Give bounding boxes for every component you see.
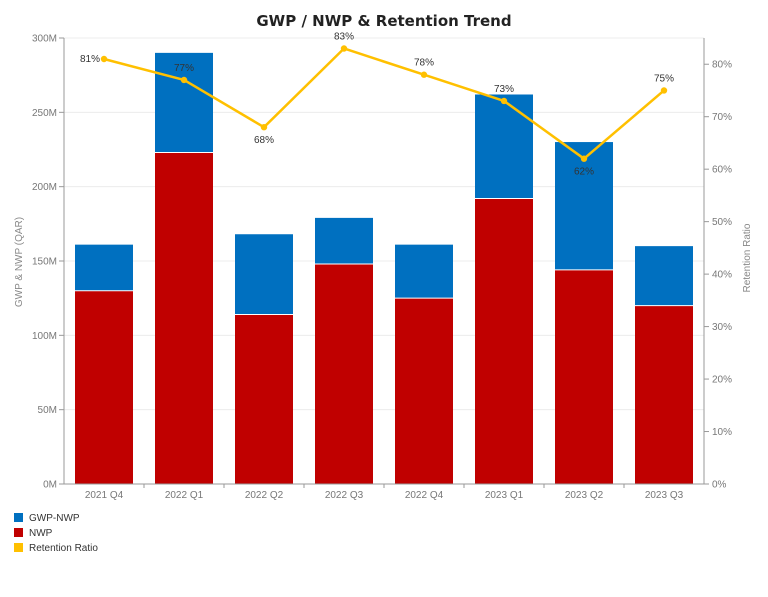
retention-data-label: 78%: [414, 58, 434, 69]
right-tick-label: 30%: [712, 322, 732, 333]
bar-gwp-nwp: [315, 217, 373, 264]
right-tick-label: 80%: [712, 60, 732, 71]
bar-gwp-nwp: [235, 234, 293, 315]
right-tick-label: 0%: [712, 480, 727, 491]
bar-gwp-nwp: [155, 52, 213, 153]
retention-data-label: 77%: [174, 63, 194, 74]
bar-gwp-nwp: [475, 94, 533, 199]
left-tick-label: 50M: [38, 405, 57, 416]
retention-data-label: 83%: [334, 31, 354, 42]
right-tick-label: 10%: [712, 427, 732, 438]
left-tick-label: 300M: [32, 34, 57, 45]
retention-data-label: 75%: [654, 73, 674, 84]
right-tick-label: 50%: [712, 217, 732, 228]
x-tick-label: 2022 Q2: [245, 490, 284, 501]
retention-point: [180, 76, 188, 84]
left-tick-label: 200M: [32, 182, 57, 193]
bar-nwp: [315, 263, 373, 484]
bar-series: [75, 52, 693, 484]
retention-point: [340, 45, 348, 52]
right-tick-label: 70%: [712, 112, 732, 123]
right-tick-label: 60%: [712, 165, 732, 176]
bar-nwp: [235, 314, 293, 484]
left-tick-label: 0M: [43, 480, 57, 491]
bar-nwp: [475, 198, 533, 484]
retention-data-label: 81%: [80, 54, 100, 65]
chart-legend: GWP-NWP NWP Retention Ratio: [14, 513, 98, 554]
bar-nwp: [635, 305, 693, 484]
retention-line-series: 81% 77% 68% 83% 78% 73% 62% 75%: [80, 31, 674, 177]
legend-swatch: [14, 528, 23, 537]
retention-point: [100, 55, 108, 63]
legend-swatch: [14, 513, 23, 522]
x-tick-label: 2023 Q1: [485, 490, 524, 501]
left-axis-title: GWP & NWP (QAR): [14, 217, 25, 307]
legend-label: GWP-NWP: [29, 513, 80, 524]
retention-point: [660, 87, 668, 94]
left-tick-label: 250M: [32, 108, 57, 119]
retention-point: [500, 97, 508, 105]
bar-nwp: [395, 298, 453, 484]
left-tick-label: 100M: [32, 331, 57, 342]
right-tick-label: 40%: [712, 270, 732, 281]
x-tick-label: 2021 Q4: [85, 490, 124, 501]
retention-data-label: 62%: [574, 167, 594, 178]
bar-gwp-nwp: [635, 246, 693, 306]
bar-nwp: [155, 152, 213, 484]
x-tick-label: 2022 Q3: [325, 490, 364, 501]
retention-point: [580, 155, 588, 162]
left-tick-label: 150M: [32, 257, 57, 268]
right-axis-title: Retention Ratio: [742, 223, 753, 292]
retention-data-label: 73%: [494, 84, 514, 95]
bar-nwp: [75, 290, 133, 484]
retention-point: [420, 71, 428, 78]
bar-nwp: [555, 269, 613, 484]
chart-axes: 0M 50M 100M 150M 200M 250M 300M 0% 10% 20% 30% 40% 5…: [32, 34, 732, 502]
bar-gwp-nwp: [555, 142, 613, 270]
legend-swatch: [14, 543, 23, 552]
x-tick-label: 2023 Q2: [565, 490, 604, 501]
right-tick-label: 20%: [712, 375, 732, 386]
bar-gwp-nwp: [395, 244, 453, 299]
retention-point: [260, 124, 268, 131]
retention-data-label: 68%: [254, 135, 274, 146]
bar-gwp-nwp: [75, 244, 133, 291]
x-tick-label: 2023 Q3: [645, 490, 684, 501]
legend-label: NWP: [29, 528, 53, 539]
chart-title: GWP / NWP & Retention Trend: [256, 12, 511, 30]
legend-label: Retention Ratio: [29, 543, 98, 554]
x-tick-label: 2022 Q1: [165, 490, 204, 501]
retention-line: [103, 47, 665, 160]
x-tick-label: 2022 Q4: [405, 490, 444, 501]
